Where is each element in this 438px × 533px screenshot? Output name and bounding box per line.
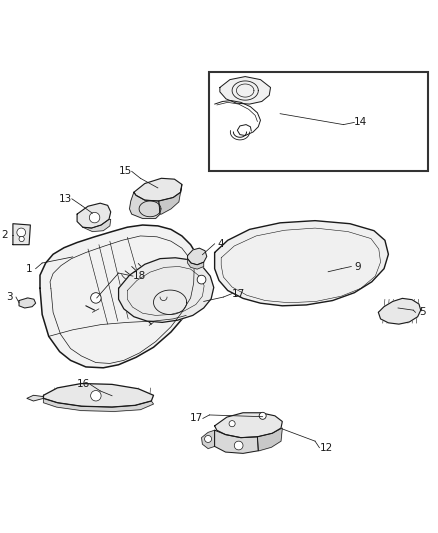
Polygon shape [134,179,182,201]
Polygon shape [83,220,111,231]
Polygon shape [378,298,421,324]
Polygon shape [187,248,207,265]
Text: 4: 4 [218,239,225,249]
Text: 9: 9 [354,262,361,271]
Text: 16: 16 [77,379,90,390]
Text: 5: 5 [419,308,425,317]
Polygon shape [43,384,153,407]
Text: 1: 1 [26,264,32,273]
Polygon shape [187,259,204,269]
Polygon shape [258,428,283,451]
Polygon shape [43,398,153,411]
Polygon shape [159,184,182,214]
Polygon shape [40,225,201,368]
Text: 2: 2 [2,230,8,240]
Text: 15: 15 [119,166,132,176]
Circle shape [197,275,206,284]
Text: 17: 17 [232,288,245,298]
Circle shape [229,421,235,427]
Text: 13: 13 [59,194,72,204]
Bar [209,72,427,171]
Polygon shape [215,430,258,454]
Polygon shape [19,298,35,308]
Circle shape [259,413,266,419]
Polygon shape [215,221,389,306]
Text: 18: 18 [133,271,146,281]
Text: 3: 3 [6,292,13,302]
Polygon shape [130,192,160,219]
Circle shape [17,228,25,237]
Text: 17: 17 [190,414,203,423]
Text: 14: 14 [354,117,367,127]
Polygon shape [119,258,214,322]
Circle shape [234,441,243,450]
Polygon shape [215,413,283,438]
Polygon shape [220,77,271,104]
Circle shape [91,293,101,303]
Circle shape [205,435,212,442]
Circle shape [89,212,100,223]
Circle shape [91,391,101,401]
Circle shape [19,236,24,241]
Polygon shape [201,430,215,449]
Polygon shape [13,224,30,245]
Polygon shape [27,395,43,401]
Polygon shape [77,203,111,228]
Text: 12: 12 [319,443,332,453]
